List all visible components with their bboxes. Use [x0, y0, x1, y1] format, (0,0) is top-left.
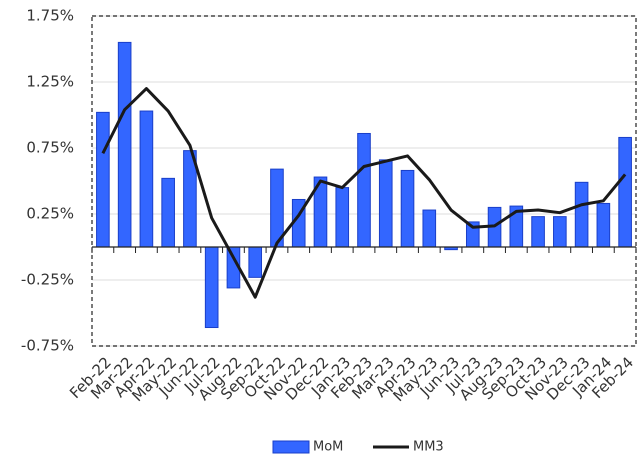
bar [531, 216, 545, 248]
y-tick-label: -0.25% [21, 271, 74, 289]
y-tick-label: 1.75% [26, 7, 74, 25]
bar [117, 41, 132, 248]
plot-border [91, 15, 637, 347]
bar [574, 181, 589, 248]
bar [161, 177, 175, 248]
bar [96, 111, 110, 248]
y-tick-label: 0.25% [26, 205, 74, 223]
y-tick-label: -0.75% [21, 337, 74, 355]
legend-label: MoM [313, 440, 343, 455]
bar [553, 216, 567, 248]
bar [378, 159, 393, 248]
bar [204, 246, 219, 329]
y-tick-label: 0.75% [26, 139, 74, 157]
legend-label: MM3 [413, 440, 444, 455]
bar [248, 246, 263, 278]
bar [139, 110, 154, 248]
bar [422, 209, 437, 248]
y-tick-label: 1.25% [26, 73, 74, 91]
bar [400, 169, 415, 248]
line [101, 87, 627, 299]
bar [618, 136, 632, 248]
bar [335, 187, 350, 248]
legend-swatch [272, 440, 310, 454]
bar [596, 202, 611, 248]
bar [357, 132, 371, 248]
